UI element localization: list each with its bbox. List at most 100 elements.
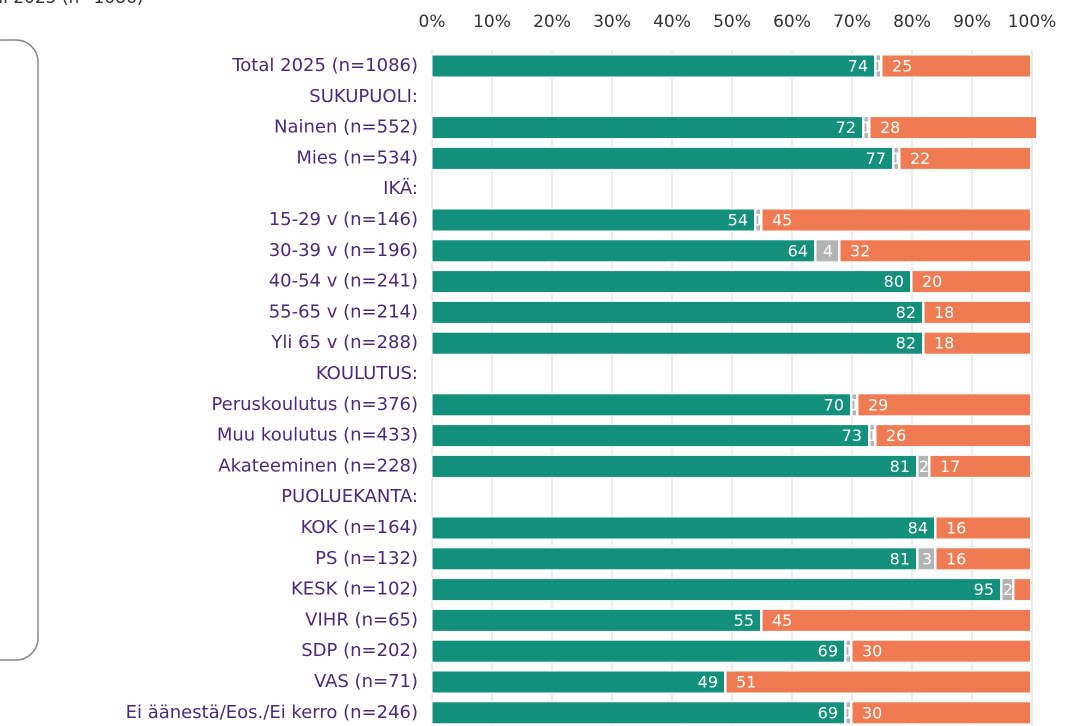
- bar-segment: [761, 608, 1031, 632]
- value-label: 29: [868, 395, 888, 414]
- bar-segment: [899, 146, 1031, 170]
- bar-segment: [431, 608, 761, 632]
- category-label: PUOLUEKANTA:: [281, 486, 418, 507]
- bar-segment: [839, 239, 1031, 263]
- bar-segment: [935, 516, 1031, 540]
- bar-segment: [917, 454, 929, 478]
- x-tick-label: 100%: [1008, 12, 1057, 32]
- bar-segment: [431, 54, 875, 78]
- bar-segment: [935, 547, 1031, 571]
- value-label: 30: [862, 703, 882, 722]
- x-tick-label: 80%: [893, 12, 931, 32]
- bar-segment: [431, 547, 917, 571]
- value-label: 2: [1003, 580, 1013, 599]
- bar-segment: [851, 701, 1031, 725]
- bar-segment: [431, 146, 893, 170]
- value-label: 28: [880, 118, 900, 137]
- category-label: 55-65 v (n=214): [269, 301, 418, 322]
- bar-segment: [431, 516, 935, 540]
- category-label: Nainen (n=552): [274, 117, 418, 138]
- bar-segment: [431, 208, 755, 232]
- bar-segment: [761, 208, 1031, 232]
- category-label: KOK (n=164): [301, 517, 418, 538]
- x-tick-label: 10%: [473, 12, 511, 32]
- bar-segment: [431, 424, 869, 448]
- bar-segment: [917, 547, 935, 571]
- bar-segment: [845, 701, 851, 725]
- value-label: 1: [844, 703, 854, 722]
- value-label: 72: [836, 118, 856, 137]
- category-label: Yli 65 v (n=288): [270, 332, 418, 353]
- category-label: IKÄ:: [383, 178, 418, 199]
- value-label: 51: [736, 673, 756, 692]
- value-label: 3: [922, 549, 932, 568]
- value-label: 70: [824, 395, 844, 414]
- value-label: 1: [844, 642, 854, 661]
- value-label: 32: [850, 241, 870, 260]
- value-label: 82: [896, 334, 916, 353]
- bar-segment: [431, 701, 845, 725]
- category-label: VIHR (n=65): [305, 609, 418, 630]
- bar-segment: [857, 393, 1031, 417]
- value-label: 30: [862, 642, 882, 661]
- bar-segment: [875, 424, 1031, 448]
- bar-segment: [431, 639, 845, 663]
- bar-segment: [893, 146, 899, 170]
- value-label: 49: [698, 673, 718, 692]
- value-label: 74: [848, 57, 868, 76]
- category-label: KESK (n=102): [291, 579, 418, 600]
- value-label: 1: [754, 211, 764, 230]
- bar-segment: [851, 393, 857, 417]
- bar-segment: [431, 331, 923, 355]
- value-label: 81: [890, 549, 910, 568]
- value-label: 1: [868, 426, 878, 445]
- x-tick-label: 0%: [419, 12, 446, 32]
- value-label: 16: [946, 519, 966, 538]
- category-label: Muu koulutus (n=433): [217, 425, 418, 446]
- x-tick-label: 40%: [653, 12, 691, 32]
- bar-segment: [1001, 578, 1013, 602]
- category-label: Total 2025 (n=1086): [231, 55, 418, 76]
- category-label: SUKUPUOLI:: [309, 86, 418, 107]
- value-label: 64: [788, 241, 808, 260]
- x-tick-label: 60%: [773, 12, 811, 32]
- bar-segment: [431, 393, 851, 417]
- value-label: 54: [728, 211, 748, 230]
- bar-segment: [755, 208, 761, 232]
- bar-segment: [431, 116, 863, 140]
- bar-segment: [875, 54, 881, 78]
- value-label: 17: [940, 457, 960, 476]
- x-tick-label: 20%: [533, 12, 571, 32]
- bar-segment: [851, 639, 1031, 663]
- category-label: Akateeminen (n=228): [218, 455, 418, 476]
- value-label: 1: [892, 149, 902, 168]
- category-label: 30-39 v (n=196): [269, 240, 418, 261]
- value-label: 55: [734, 611, 754, 630]
- side-panel: [0, 39, 39, 661]
- bar-segment: [431, 454, 917, 478]
- value-label: 1: [862, 118, 872, 137]
- x-tick-label: 70%: [833, 12, 871, 32]
- value-label: 16: [946, 549, 966, 568]
- category-label: VAS (n=71): [314, 671, 418, 692]
- bar-segment: [923, 300, 1031, 324]
- bar-segment: [881, 54, 1031, 78]
- bar-segment: [845, 639, 851, 663]
- value-label: 20: [922, 272, 942, 291]
- category-label: 15-29 v (n=146): [269, 209, 418, 230]
- value-label: 18: [934, 303, 954, 322]
- value-label: 80: [884, 272, 904, 291]
- value-label: 69: [818, 642, 838, 661]
- bar-segment: [431, 300, 923, 324]
- value-label: 81: [890, 457, 910, 476]
- bar-segment: [911, 270, 1031, 294]
- category-label: Mies (n=534): [296, 147, 418, 168]
- x-tick-label: 30%: [593, 12, 631, 32]
- value-label: 82: [896, 303, 916, 322]
- value-label: 84: [908, 519, 928, 538]
- x-tick-label: 90%: [953, 12, 991, 32]
- bar-segment: [815, 239, 839, 263]
- bar-segment: [431, 239, 815, 263]
- value-label: 69: [818, 703, 838, 722]
